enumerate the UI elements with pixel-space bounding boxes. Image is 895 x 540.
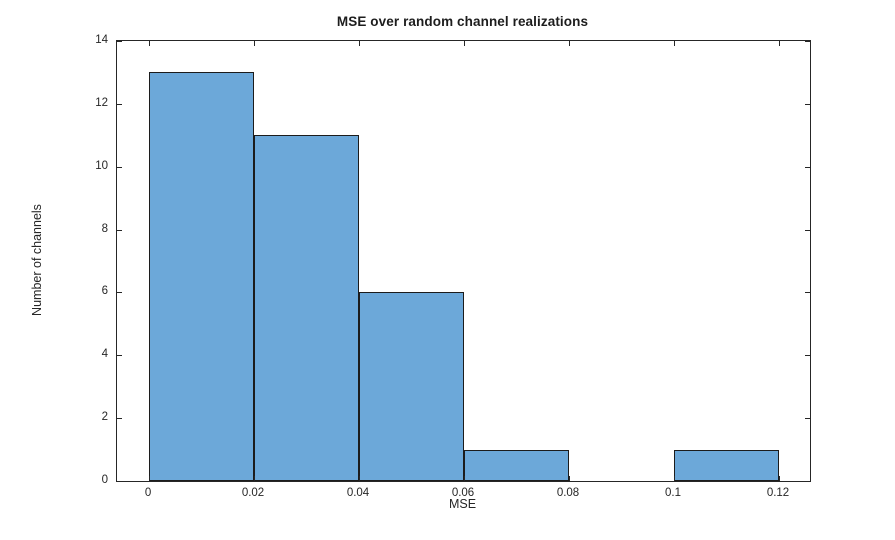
x-tick-label: 0.02 <box>241 487 265 499</box>
y-tick-label: 0 <box>101 474 108 486</box>
y-tick-mark-right <box>805 41 810 42</box>
y-tick-mark <box>117 418 122 420</box>
chart-title: MSE over random channel realizations <box>336 14 589 29</box>
x-tick-label: 0.08 <box>556 487 580 499</box>
y-tick-label: 4 <box>101 348 108 361</box>
y-tick-label: 6 <box>101 285 108 298</box>
y-tick-label: 2 <box>101 411 108 424</box>
y-tick-mark <box>117 41 122 42</box>
y-tick-mark <box>117 355 122 357</box>
x-tick-mark <box>149 476 151 481</box>
x-tick-label: 0.1 <box>665 487 682 499</box>
histogram-bar <box>149 72 255 481</box>
x-tick-mark-top <box>779 41 781 46</box>
x-axis-label: MSE <box>448 497 477 511</box>
y-tick-mark <box>117 292 122 294</box>
x-tick-label: 0 <box>144 487 152 499</box>
x-tick-mark <box>464 476 466 481</box>
y-tick-mark <box>117 103 122 105</box>
y-tick-mark <box>117 481 122 482</box>
x-tick-mark-top <box>464 41 466 46</box>
x-tick-label: 0.04 <box>346 487 370 499</box>
histogram-bar <box>254 135 360 481</box>
y-tick-label: 10 <box>95 159 108 172</box>
y-tick-label: 8 <box>101 222 108 235</box>
x-tick-mark-top <box>359 41 361 46</box>
x-tick-label: 0.06 <box>451 487 475 499</box>
histogram-bar <box>674 449 780 481</box>
y-tick-mark-right <box>805 292 810 294</box>
histogram-bar <box>359 292 465 481</box>
y-axis-label: Number of channels <box>30 204 44 316</box>
y-tick-mark <box>117 229 122 231</box>
plot-area <box>116 40 811 482</box>
y-tick-mark-right <box>805 229 810 231</box>
y-tick-label: 12 <box>95 96 108 109</box>
y-tick-mark-right <box>805 418 810 420</box>
x-tick-mark <box>359 476 361 481</box>
x-tick-mark-top <box>569 41 571 46</box>
y-tick-mark-right <box>805 481 810 482</box>
x-tick-mark-top <box>674 41 676 46</box>
x-tick-mark-top <box>149 41 151 46</box>
x-tick-label: 0.12 <box>766 487 790 499</box>
histogram-bar <box>464 449 570 481</box>
y-tick-mark-right <box>805 355 810 357</box>
x-tick-mark <box>254 476 256 481</box>
x-tick-mark-top <box>254 41 256 46</box>
x-tick-mark <box>569 476 571 481</box>
x-tick-mark <box>779 476 781 481</box>
y-tick-label: 14 <box>95 34 108 46</box>
y-tick-mark-right <box>805 166 810 168</box>
x-tick-mark <box>674 476 676 481</box>
y-tick-mark-right <box>805 103 810 105</box>
y-tick-mark <box>117 166 122 168</box>
